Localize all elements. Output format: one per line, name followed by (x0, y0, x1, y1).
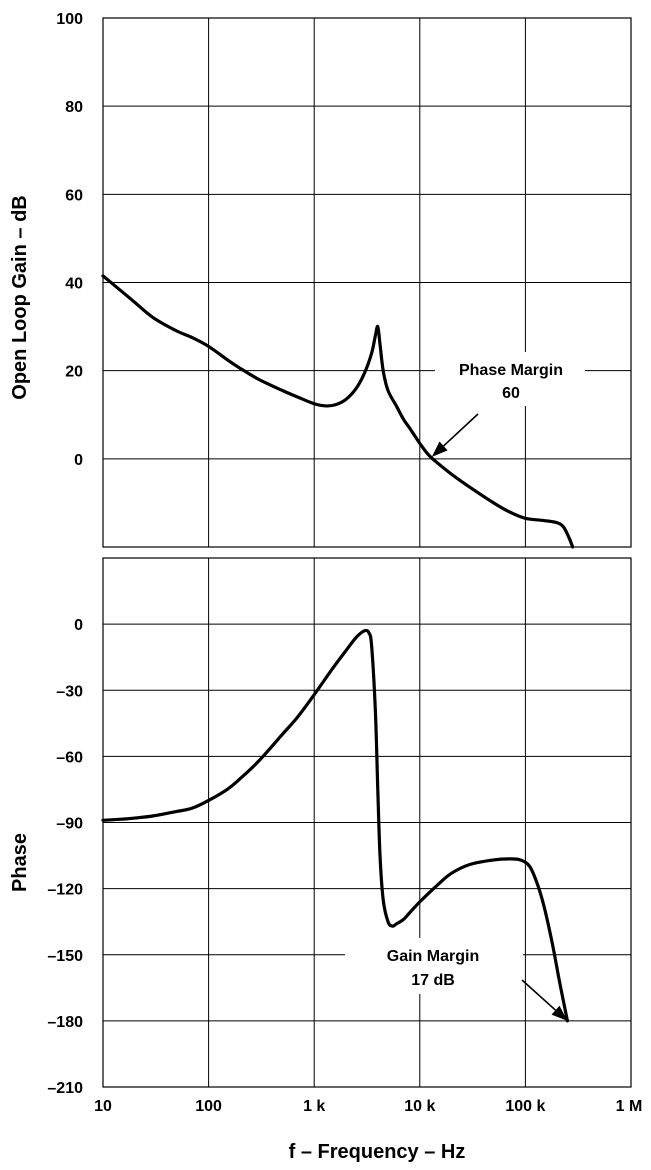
phase-y-axis-label: Phase (9, 833, 31, 892)
x-tick-label: 100 k (505, 1098, 545, 1115)
gain-margin-arrowhead (551, 1005, 568, 1021)
phase-y-tick-labels: 0 –30 –60 –90 –120 –150 –180 –210 (47, 617, 83, 1097)
phase-margin-arrowhead (431, 441, 448, 457)
phase-y-tick-label: –30 (56, 683, 83, 700)
phase-y-tick-label: –90 (56, 816, 83, 833)
x-tick-label: 1 M (616, 1098, 643, 1115)
phase-plot-frame (102, 557, 632, 1088)
phase-margin-annotation-line2: 60 (502, 385, 520, 402)
gain-y-tick-label: 60 (65, 187, 83, 204)
phase-margin-arrow (443, 413, 479, 447)
phase-y-tick-label: –150 (47, 948, 83, 965)
phase-y-tick-label: –120 (47, 882, 83, 899)
x-tick-labels: 10 100 1 k 10 k 100 k 1 M (94, 1098, 642, 1115)
gain-margin-annotation-line2: 17 dB (411, 972, 455, 989)
gain-y-tick-label: 0 (74, 452, 83, 469)
gain-y-tick-label: 100 (56, 11, 83, 28)
phase-series-line (101, 628, 570, 1023)
gain-grid (102, 17, 632, 547)
phase-y-tick-label: –210 (47, 1080, 83, 1097)
gain-y-tick-label: 40 (65, 276, 83, 293)
gain-y-axis-label: Open Loop Gain – dB (9, 195, 31, 399)
phase-margin-annotation-line1: Phase Margin (459, 362, 563, 379)
x-tick-label: 10 (94, 1098, 112, 1115)
x-axis-label: f – Frequency – Hz (289, 1141, 466, 1163)
gain-y-tick-label: 80 (65, 99, 83, 116)
phase-panel: 0 –30 –60 –90 –120 –150 –180 –210 Gain Margin 1… (9, 557, 632, 1097)
gain-y-tick-label: 20 (65, 364, 83, 381)
x-tick-label: 1 k (303, 1098, 325, 1115)
phase-margin-label-background (435, 352, 585, 406)
gain-margin-label-background (345, 938, 523, 994)
x-tick-label: 10 k (404, 1098, 435, 1115)
phase-y-tick-label: –180 (47, 1014, 83, 1031)
phase-y-tick-label: –60 (56, 749, 83, 766)
gain-y-tick-labels: 0 20 40 60 80 100 (56, 11, 83, 469)
gain-margin-annotation-line1: Gain Margin (387, 948, 479, 965)
phase-y-tick-label: 0 (74, 617, 83, 634)
gain-series-line (101, 274, 575, 549)
x-tick-label: 100 (195, 1098, 222, 1115)
gain-plot-frame (102, 17, 632, 548)
gain-margin-arrow (521, 979, 557, 1011)
gain-panel: 0 20 40 60 80 100 Phase Margin 60 Open Loop G… (9, 11, 632, 549)
